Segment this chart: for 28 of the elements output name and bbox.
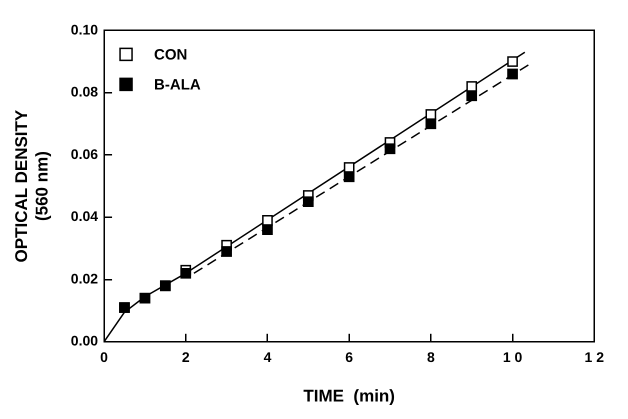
x-tick-label: 2 [182, 349, 190, 366]
x-tick-label: 0 [100, 349, 108, 366]
point [221, 246, 232, 257]
point [507, 68, 518, 80]
legend-label: B-ALA [154, 76, 201, 94]
point [344, 171, 355, 182]
y-tick-label: 0.08 [70, 84, 98, 100]
y-tick-label: 0.10 [70, 21, 98, 38]
y-tick-label: 0.00 [70, 332, 98, 349]
y-tick-label: 0.06 [70, 146, 98, 162]
x-tick-label: 1 0 [502, 349, 523, 366]
point [180, 268, 192, 279]
y-tick-label: 0.02 [70, 270, 98, 286]
point [466, 90, 478, 102]
point [426, 118, 436, 130]
point [384, 143, 396, 154]
x-tick-label: 6 [345, 349, 354, 366]
x-tick-label: 4 [264, 349, 272, 366]
point [302, 196, 314, 208]
y-tick-label: 0.04 [70, 208, 98, 224]
y-axis-title: OPTICAL DENSITY (560 nm) [12, 109, 52, 262]
legend-label: CON [154, 46, 188, 64]
point [262, 215, 273, 226]
point [507, 56, 518, 67]
x-axis-title: TIME (min) [303, 386, 395, 406]
x-tick-label: 1 2 [584, 349, 604, 366]
point [262, 224, 273, 236]
x-tick-label: 8 [426, 349, 435, 366]
